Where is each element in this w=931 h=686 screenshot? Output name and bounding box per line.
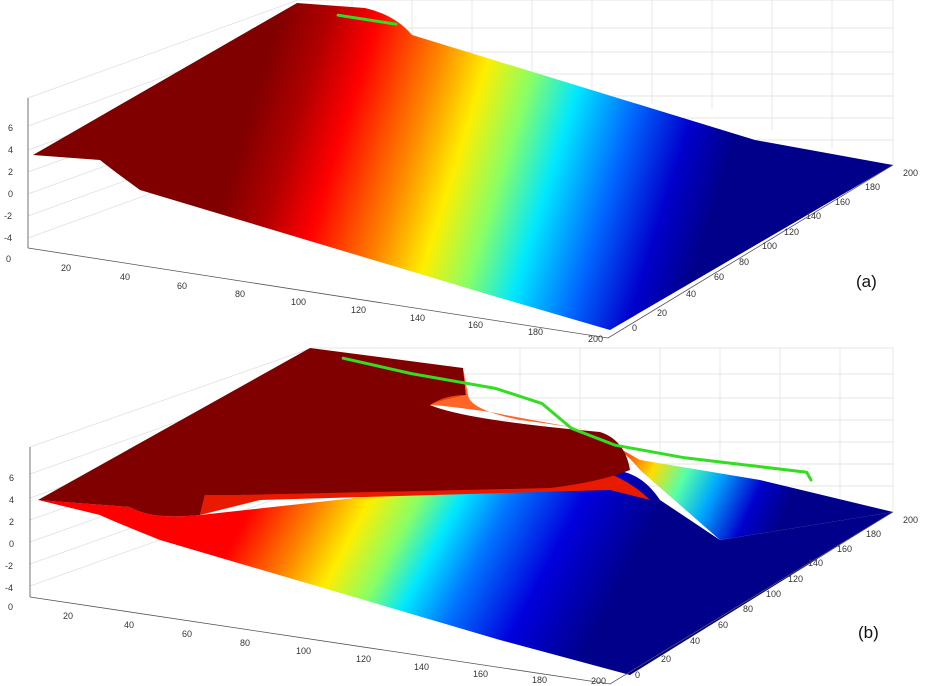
x-tick-label: 180 bbox=[532, 675, 547, 685]
y-tick-label: 120 bbox=[788, 574, 803, 584]
y-tick-label: 200 bbox=[903, 515, 918, 525]
y-tick-label: 60 bbox=[714, 272, 724, 282]
z-tick-label: -4 bbox=[5, 583, 13, 593]
z-tick-label: 2 bbox=[8, 167, 13, 177]
x-tick-label: 60 bbox=[182, 629, 192, 639]
y-tick-label: 80 bbox=[739, 257, 749, 267]
x-tick-label: 0 bbox=[6, 254, 11, 264]
y-tick-label: 160 bbox=[837, 544, 852, 554]
z-tick-label: 0 bbox=[9, 539, 14, 549]
y-tick-label: 160 bbox=[835, 197, 850, 207]
x-tick-label: 20 bbox=[61, 263, 71, 273]
surface-b-base bbox=[38, 470, 893, 675]
y-tick-label: 20 bbox=[657, 308, 667, 318]
z-tick-label: -2 bbox=[4, 211, 12, 221]
x-tick-label: 180 bbox=[528, 327, 543, 337]
x-tick-label: 160 bbox=[468, 320, 483, 330]
x-tick-label: 40 bbox=[120, 272, 130, 282]
x-tick-label: 120 bbox=[356, 654, 371, 664]
surface-b-plateau bbox=[38, 348, 630, 517]
panel-b: 6 4 2 0 -2 -4 0 20 40 60 80 100 120 140 … bbox=[5, 347, 918, 686]
y-tick-label: 40 bbox=[690, 636, 700, 646]
z-tick-label: -4 bbox=[4, 233, 12, 243]
x-tick-label: 80 bbox=[240, 638, 250, 648]
x-tick-label: 200 bbox=[588, 334, 603, 344]
y-tick-label: 20 bbox=[661, 654, 671, 664]
surface-b-notch bbox=[430, 368, 600, 432]
surface-b-slope bbox=[590, 432, 893, 540]
x-tick-label: 0 bbox=[8, 602, 13, 612]
x-tick-label: 140 bbox=[414, 662, 429, 672]
y-tick-labels-a: 0 20 40 60 80 100 120 140 160 180 200 bbox=[632, 168, 918, 333]
panel-a: 6 4 2 0 -2 -4 0 20 40 60 80 100 120 140 … bbox=[4, 0, 918, 344]
z-tick-label: 6 bbox=[9, 473, 14, 483]
y-tick-label: 0 bbox=[632, 323, 637, 333]
x-tick-label: 140 bbox=[410, 313, 425, 323]
x-tick-labels-b: 0 20 40 60 80 100 120 140 160 180 200 bbox=[8, 602, 606, 686]
y-tick-label: 60 bbox=[718, 620, 728, 630]
panel-label-b: (b) bbox=[858, 623, 879, 642]
z-tick-label: 0 bbox=[8, 189, 13, 199]
y-tick-label: 100 bbox=[766, 589, 781, 599]
axes-a bbox=[27, 98, 894, 339]
panel-label-a: (a) bbox=[856, 272, 877, 291]
y-tick-label: 200 bbox=[903, 168, 918, 178]
path-line-a bbox=[336, 13, 398, 26]
x-tick-label: 100 bbox=[296, 646, 311, 656]
x-tick-label: 100 bbox=[291, 297, 306, 307]
y-tick-label: 80 bbox=[743, 604, 753, 614]
x-tick-label: 160 bbox=[473, 669, 488, 679]
z-tick-label: 6 bbox=[8, 123, 13, 133]
y-tick-label: 0 bbox=[635, 670, 640, 680]
x-tick-label: 80 bbox=[235, 289, 245, 299]
z-tick-label: 4 bbox=[8, 145, 13, 155]
z-tick-label: -2 bbox=[5, 561, 13, 571]
x-tick-label: 120 bbox=[351, 305, 366, 315]
x-tick-label: 60 bbox=[177, 281, 187, 291]
y-tick-label: 100 bbox=[762, 241, 777, 251]
path-line-b bbox=[341, 356, 813, 482]
y-tick-label: 180 bbox=[866, 529, 881, 539]
x-tick-label: 200 bbox=[591, 676, 606, 686]
x-tick-label: 20 bbox=[63, 611, 73, 621]
x-tick-labels-a: 0 20 40 60 80 100 120 140 160 180 200 bbox=[6, 254, 603, 344]
y-tick-label: 180 bbox=[865, 182, 880, 192]
y-tick-label: 120 bbox=[784, 227, 799, 237]
z-tick-labels-a: 6 4 2 0 -2 -4 bbox=[4, 123, 13, 243]
y-tick-label: 40 bbox=[686, 289, 696, 299]
axes-b bbox=[29, 447, 894, 685]
y-tick-label: 140 bbox=[806, 211, 821, 221]
x-tick-label: 40 bbox=[124, 620, 134, 630]
z-tick-labels-b: 6 4 2 0 -2 -4 bbox=[5, 473, 14, 593]
y-tick-labels-b: 0 20 40 60 80 100 120 140 160 180 200 bbox=[635, 515, 918, 680]
z-tick-label: 2 bbox=[9, 517, 14, 527]
y-tick-label: 140 bbox=[808, 558, 823, 568]
surface-a bbox=[33, 3, 893, 330]
z-tick-label: 4 bbox=[9, 495, 14, 505]
